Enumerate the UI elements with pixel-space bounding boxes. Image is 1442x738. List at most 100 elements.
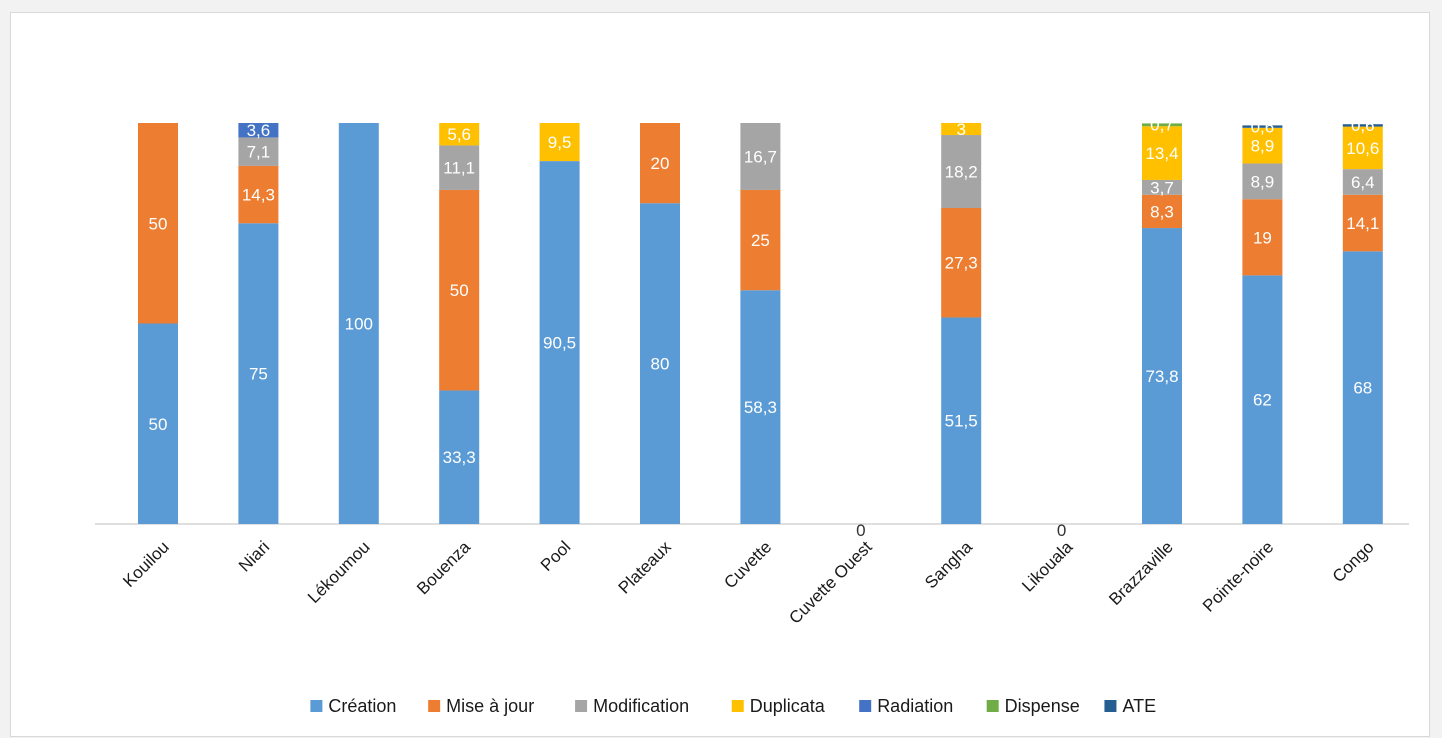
- bar-value-label: 75: [249, 365, 268, 384]
- bar-segment-11-0: [1242, 275, 1283, 524]
- category-label: Kouilou: [119, 537, 173, 591]
- bar-segment-12-0: [1342, 251, 1383, 524]
- bar-value-label: 16,7: [744, 147, 777, 166]
- category-label: Brazzaville: [1105, 537, 1177, 609]
- zero-value-label: 0: [856, 521, 865, 540]
- bar-segment-2-0: [338, 123, 379, 524]
- zero-value-label: 0: [1057, 521, 1066, 540]
- legend-swatch: [310, 700, 323, 712]
- chart-panel: 50 50 Kouilou 75 14,3 7,1 3,6 Niari 100 Lékoumou 3…: [10, 12, 1430, 737]
- bar-value-label: 11,1: [443, 159, 475, 178]
- bar-value-label: 8,9: [1251, 172, 1275, 191]
- category-label: Plateaux: [615, 537, 676, 598]
- bar-value-label: 8,9: [1251, 137, 1275, 156]
- bar-segment-6-0: [740, 290, 781, 524]
- category-label: Congo: [1329, 537, 1378, 586]
- bar-value-label: 18,2: [945, 163, 978, 182]
- bar-value-label: 0,6: [1351, 116, 1375, 135]
- category-label: Likouala: [1018, 537, 1077, 596]
- category-label: Lékoumou: [304, 537, 374, 607]
- category-label: Sangha: [921, 537, 976, 592]
- bar-segment-11-2: [1242, 163, 1283, 200]
- legend-swatch: [859, 700, 872, 712]
- bar-segment-12-2: [1342, 169, 1383, 195]
- bar-value-label: 3,6: [247, 121, 271, 140]
- bar-value-label: 50: [149, 415, 168, 434]
- bar-segment-4-0: [539, 161, 580, 524]
- bar-value-label: 68: [1353, 379, 1372, 398]
- bar-segment-6-2: [740, 123, 781, 190]
- bar-segment-1-1: [238, 165, 279, 224]
- category-label: Niari: [235, 537, 273, 575]
- bar-value-label: 90,5: [543, 334, 576, 353]
- bar-value-label: 20: [651, 154, 670, 173]
- bar-segment-10-3: [1142, 126, 1182, 180]
- legend-label: ATE: [1122, 696, 1156, 716]
- bar-value-label: 7,1: [247, 143, 271, 162]
- bar-segment-8-1: [941, 208, 982, 318]
- bar-value-label: 73,8: [1145, 367, 1178, 386]
- category-label: Pointe-noire: [1199, 537, 1277, 615]
- bar-value-label: 8,3: [1150, 202, 1174, 221]
- bar-value-label: 51,5: [945, 412, 978, 431]
- bar-value-label: 100: [345, 315, 373, 334]
- bar-segment-3-3: [439, 123, 480, 146]
- bar-segment-5-0: [640, 203, 680, 524]
- bar-segment-10-0: [1142, 228, 1182, 524]
- bar-segment-12-1: [1342, 194, 1383, 252]
- bar-value-label: 50: [450, 281, 469, 300]
- bar-segment-3-1: [439, 189, 480, 391]
- bar-segment-10-2: [1142, 179, 1182, 195]
- bar-value-label: 10,6: [1346, 139, 1379, 158]
- bar-value-label: 14,3: [242, 186, 275, 205]
- bar-segment-4-3: [539, 123, 580, 162]
- bar-segment-8-0: [941, 317, 982, 524]
- bar-segment-12-3: [1342, 126, 1383, 170]
- bar-segment-6-1: [740, 189, 781, 291]
- legend-label: Radiation: [877, 696, 953, 716]
- legend-label: Mise à jour: [446, 696, 534, 716]
- bar-segment-1-2: [238, 137, 279, 166]
- legend-label: Duplicata: [750, 696, 826, 716]
- bar-segment-1-0: [238, 223, 279, 524]
- legend-swatch: [731, 700, 744, 712]
- bar-value-label: 5,6: [447, 125, 471, 144]
- bar-segment-10-5: [1142, 123, 1182, 127]
- bar-segment-10-1: [1142, 194, 1182, 229]
- bar-value-label: 3,7: [1150, 178, 1174, 197]
- category-label: Cuvette: [720, 537, 775, 592]
- bar-segment-8-3: [941, 123, 982, 136]
- bar-value-label: 62: [1253, 391, 1272, 410]
- bar-value-label: 19: [1253, 228, 1272, 247]
- bar-segment-3-0: [439, 390, 480, 524]
- bar-segment-1-4: [238, 123, 279, 138]
- bar-value-label: 6,4: [1351, 173, 1375, 192]
- bar-segment-11-6: [1242, 125, 1283, 128]
- legend-label: Création: [328, 696, 396, 716]
- legend-swatch: [575, 700, 588, 712]
- bar-segment-0-0: [138, 323, 178, 524]
- bar-value-label: 3: [956, 120, 965, 139]
- bar-value-label: 80: [651, 355, 670, 374]
- bar-value-label: 0,7: [1150, 115, 1174, 134]
- bar-segment-0-1: [138, 123, 178, 324]
- bar-value-label: 14,1: [1346, 214, 1379, 233]
- bar-segment-11-1: [1242, 199, 1283, 276]
- bar-value-label: 27,3: [945, 254, 978, 273]
- bar-value-label: 25: [751, 231, 770, 250]
- stacked-bar-chart: 50 50 Kouilou 75 14,3 7,1 3,6 Niari 100 Lékoumou 3…: [95, 115, 1409, 716]
- legend-swatch: [1104, 700, 1117, 712]
- legend-label: Dispense: [1005, 696, 1080, 716]
- bar-segment-5-1: [640, 123, 680, 204]
- category-label: Cuvette Ouest: [785, 537, 875, 627]
- bar-value-label: 33,3: [443, 448, 476, 467]
- legend-label: Modification: [593, 696, 689, 716]
- legend-swatch: [428, 700, 441, 712]
- bar-segment-12-6: [1342, 124, 1383, 127]
- bar-value-label: 0,6: [1251, 117, 1275, 136]
- bar-segment-11-3: [1242, 127, 1283, 164]
- bar-segment-8-2: [941, 135, 982, 209]
- legend-swatch: [986, 700, 999, 712]
- category-label: Bouenza: [413, 537, 474, 598]
- bar-value-label: 13,4: [1145, 144, 1178, 163]
